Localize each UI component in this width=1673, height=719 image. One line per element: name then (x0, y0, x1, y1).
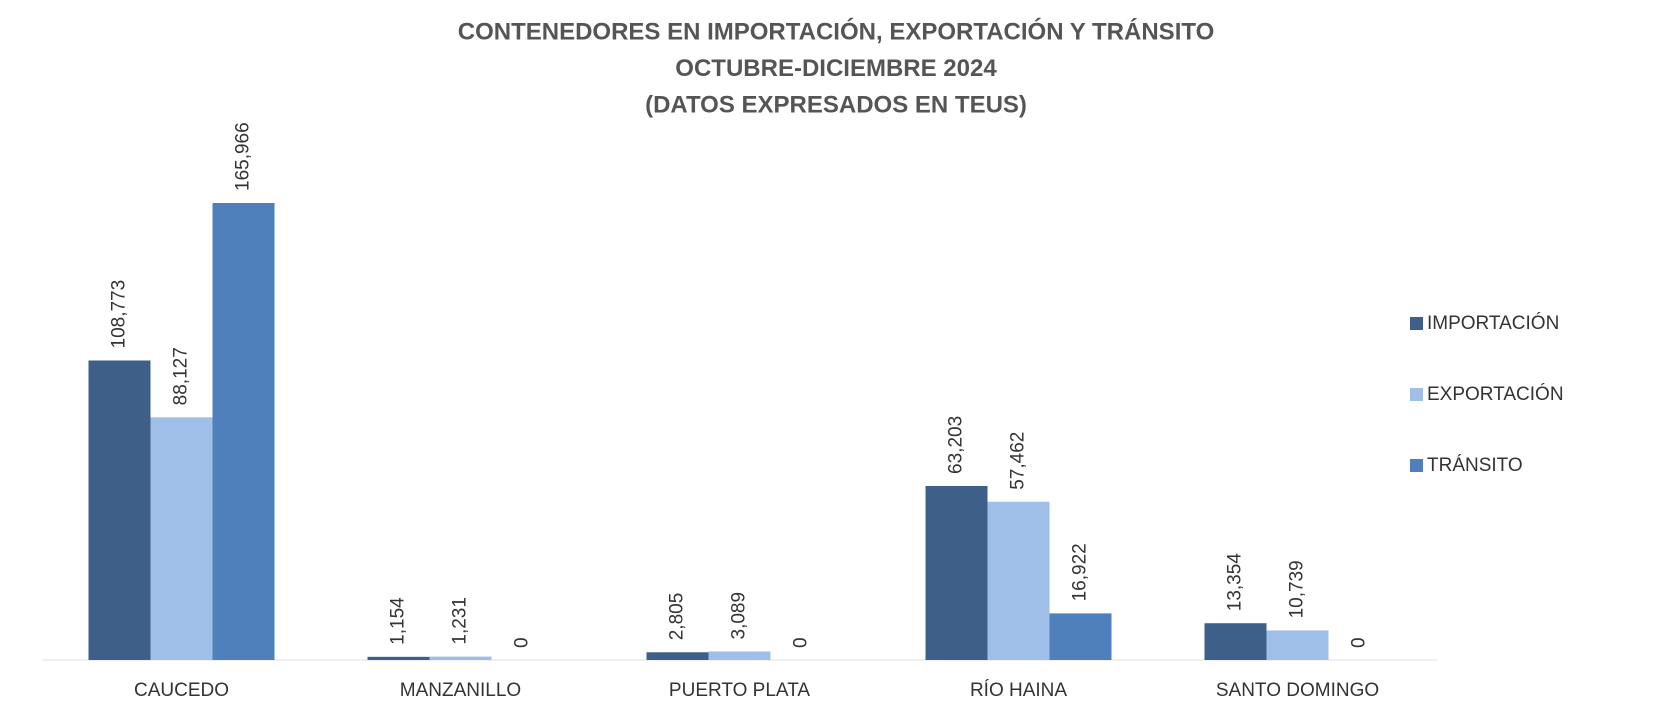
chart-title: (DATOS EXPRESADOS EN TEUS) (645, 91, 1027, 118)
legend-swatch (1410, 388, 1423, 401)
bar (429, 656, 492, 660)
data-label: 13,354 (1225, 553, 1246, 612)
x-tick-label: SANTO DOMINGO (1216, 680, 1379, 701)
data-label: 1,231 (450, 597, 471, 645)
bar (708, 651, 771, 660)
bar (88, 360, 151, 660)
data-label: 16,922 (1070, 543, 1091, 601)
data-label: 1,154 (388, 597, 409, 645)
x-tick-label: MANZANILLO (400, 680, 521, 701)
data-label: 2,805 (667, 593, 688, 641)
chart-title: OCTUBRE-DICIEMBRE 2024 (675, 55, 997, 82)
legend-label: EXPORTACIÓN (1427, 383, 1564, 405)
bar (367, 656, 430, 660)
bar (1204, 623, 1267, 660)
data-label: 165,966 (233, 122, 254, 191)
bar (1266, 630, 1329, 660)
legend-label: IMPORTACIÓN (1427, 312, 1559, 334)
data-label: 63,203 (946, 416, 967, 474)
legend-swatch (1410, 317, 1423, 330)
bar (212, 203, 275, 660)
bar (646, 652, 709, 660)
data-label: 0 (1349, 637, 1370, 648)
bar (1049, 613, 1112, 660)
data-label: 57,462 (1008, 432, 1029, 490)
legend-label: TRÁNSITO (1427, 455, 1523, 476)
bar (925, 485, 988, 660)
legend-swatch (1410, 459, 1423, 472)
x-tick-label: CAUCEDO (134, 680, 229, 701)
x-tick-label: RÍO HAINA (970, 680, 1067, 701)
data-label: 108,773 (109, 280, 130, 349)
x-tick-label: PUERTO PLATA (669, 680, 810, 701)
data-label: 3,089 (729, 592, 750, 640)
data-label: 10,739 (1287, 560, 1308, 618)
bar (150, 417, 213, 660)
data-label: 0 (512, 637, 533, 648)
data-label: 0 (791, 637, 812, 648)
chart-title: CONTENEDORES EN IMPORTACIÓN, EXPORTACIÓN… (458, 17, 1215, 45)
bar (987, 501, 1050, 660)
data-label: 88,127 (171, 347, 192, 405)
